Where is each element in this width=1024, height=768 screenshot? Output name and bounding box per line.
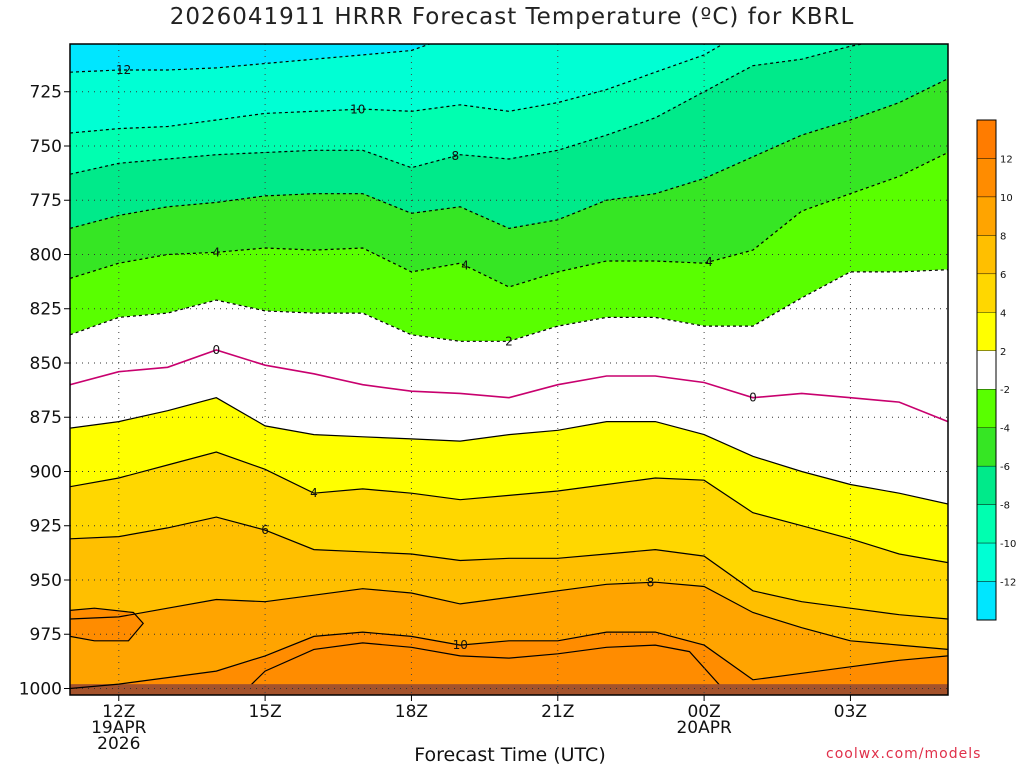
y-tick-label: 975	[30, 625, 62, 645]
colorbar-swatch	[976, 504, 997, 544]
isotherm-label: 10	[453, 638, 468, 652]
isotherm-line	[70, 44, 432, 73]
x-tick-label: 15Z	[248, 702, 281, 722]
y-tick-label: 1000	[19, 679, 62, 699]
isotherm-lines	[70, 44, 948, 690]
isotherm-label: 4	[310, 486, 318, 500]
colorbar-tick-label: -12	[1000, 578, 1016, 589]
isotherm-line	[70, 349, 948, 423]
credit-link[interactable]: coolwx.com/models	[826, 746, 982, 762]
isotherm-line	[70, 516, 948, 620]
y-tick-label: 800	[30, 245, 62, 265]
colorbar-swatch	[976, 350, 997, 390]
x-tick-label: 12Z	[102, 702, 135, 722]
isotherm-label: 8	[452, 149, 460, 163]
x-tick-label: 2026	[97, 734, 140, 754]
colorbar-tick-label: 4	[1000, 308, 1006, 319]
colorbar-tick-label: -8	[1000, 501, 1010, 512]
colorbar-tick-label: 8	[1000, 231, 1006, 242]
colorbar-swatch	[976, 273, 997, 313]
isotherm-label: 0	[749, 391, 757, 405]
isotherm-line	[70, 44, 867, 175]
colorbar: 12 10 8 6 4 2 -2 -4 -6 -8 -10 -12	[976, 119, 1016, 621]
isotherm-label: 0	[213, 343, 221, 357]
isotherm-label: 8	[647, 575, 655, 589]
warm-pocket	[70, 607, 144, 642]
colorbar-swatch	[976, 235, 997, 275]
x-tick-label: 00Z	[687, 702, 720, 722]
temperature-fills	[70, 44, 948, 695]
y-tick-label: 850	[30, 354, 62, 374]
y-tick-label: 950	[30, 571, 62, 591]
y-tick-label: 875	[30, 408, 62, 428]
y-axis: 725 750 775 800 825 850 875 900 925 950 975 1000	[19, 83, 70, 699]
colorbar-tick-label: -6	[1000, 462, 1010, 473]
colorbar-swatch	[976, 581, 997, 621]
isotherm-label: 4	[705, 255, 713, 269]
colorbar-swatch	[976, 158, 997, 198]
colorbar-swatch	[976, 427, 997, 467]
chart-title: 2026041911 HRRR Forecast Temperature (ºC…	[169, 4, 855, 30]
isotherm-line	[70, 631, 948, 690]
isotherm-line	[70, 581, 948, 650]
warm-pocket	[239, 642, 730, 695]
colorbar-swatch	[976, 389, 997, 428]
y-tick-label: 925	[30, 517, 62, 537]
isotherm-label: 2	[505, 334, 513, 348]
x-tick-label: 19APR	[91, 718, 147, 738]
isotherm-line	[70, 451, 948, 564]
plot-frame	[69, 43, 949, 696]
isotherm-label: 10	[350, 102, 365, 116]
colorbar-swatch	[976, 312, 997, 351]
colorbar-tick-label: -4	[1000, 424, 1010, 435]
isotherm-line	[70, 78, 948, 230]
grid-lines	[70, 44, 948, 695]
ground-strip	[70, 684, 948, 695]
colorbar-swatch	[976, 465, 997, 505]
y-tick-label: 825	[30, 300, 62, 320]
isotherm-label: 4	[461, 259, 469, 273]
y-tick-label: 750	[30, 137, 62, 157]
isotherm-label: 4	[213, 245, 221, 259]
colorbar-swatch	[976, 196, 997, 236]
colorbar-tick-label: 12	[1000, 154, 1013, 165]
colorbar-swatch	[976, 119, 997, 159]
colorbar-tick-label: -10	[1000, 539, 1016, 550]
colorbar-tick-label: 2	[1000, 347, 1006, 358]
isotherm-line	[70, 44, 725, 134]
isotherm-labels: 12 10 8 4 2 0 4 6 8 10 4 4 0	[116, 63, 757, 652]
colorbar-swatch	[976, 542, 997, 582]
x-tick-label: 03Z	[834, 702, 867, 722]
x-tick-label: 18Z	[395, 702, 428, 722]
x-tick-label: 21Z	[541, 702, 574, 722]
isotherm-line	[70, 269, 948, 342]
y-tick-label: 900	[30, 462, 62, 482]
colorbar-tick-label: 6	[1000, 270, 1006, 281]
isotherm-line	[70, 397, 948, 505]
y-tick-label: 775	[30, 191, 62, 211]
ground-layer	[70, 684, 948, 695]
y-tick-label: 725	[30, 83, 62, 103]
colorbar-tick-label: 10	[1000, 193, 1013, 204]
colorbar-frame	[976, 119, 997, 621]
isotherm-label: 6	[261, 523, 269, 537]
colorbar-tick-label: -2	[1000, 385, 1010, 396]
isotherm-label: 12	[116, 63, 131, 77]
x-tick-label: 20APR	[676, 718, 732, 738]
x-axis-label: Forecast Time (UTC)	[414, 744, 606, 766]
